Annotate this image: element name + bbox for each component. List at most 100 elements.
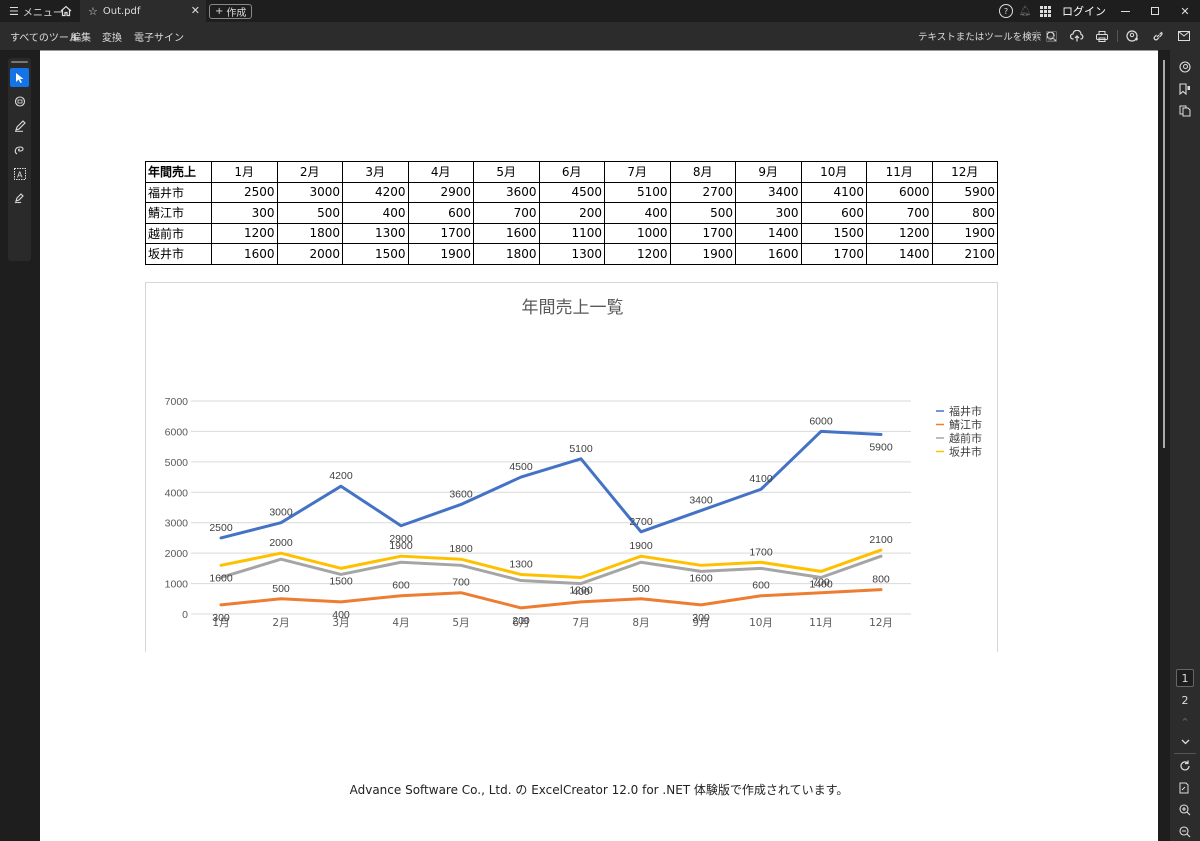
legend-label: 鯖江市 (949, 418, 982, 432)
data-label: 3000 (269, 507, 293, 519)
trial-watermark-text: Advance Software Co., Ltd. の ExcelCreato… (349, 783, 849, 797)
save-icon[interactable] (1044, 29, 1058, 43)
pages-icon[interactable] (1176, 102, 1194, 120)
y-tick-label: 2000 (165, 548, 189, 560)
share-user-icon[interactable] (1125, 29, 1139, 43)
login-button[interactable]: ログイン (1062, 5, 1106, 18)
next-page-icon[interactable] (1176, 733, 1194, 751)
bell-icon[interactable]: 🔔︎ (1018, 5, 1032, 17)
series-line-1 (219, 588, 883, 610)
table-cell: 300 (735, 202, 802, 224)
rotate-icon[interactable] (1176, 757, 1194, 775)
data-label: 2700 (629, 516, 653, 528)
zoom-out-icon[interactable] (1176, 823, 1194, 841)
divider (1036, 30, 1037, 42)
link-icon[interactable] (1151, 29, 1165, 43)
data-label: 1600 (209, 572, 233, 584)
hamburger-icon: ☰ (9, 4, 19, 18)
row-label: 福井市 (145, 181, 212, 203)
table-row: 鯖江市 300 500 400 600 700 200 400 500 300 … (145, 202, 998, 224)
cursor-arrow-icon (15, 72, 23, 83)
ai-assistant-icon[interactable] (1176, 58, 1194, 76)
table-cell: 1400 (735, 222, 802, 244)
page-number-current[interactable]: 1 (1176, 669, 1194, 687)
table-cell: 600 (800, 202, 867, 224)
table-cell: 5100 (604, 181, 671, 203)
minimize-icon[interactable] (1118, 4, 1132, 18)
table-cell: 1900 (669, 243, 736, 265)
series-line-0 (219, 429, 883, 540)
close-tab-icon[interactable]: ✕ (190, 4, 200, 17)
email-icon[interactable] (1177, 29, 1191, 43)
main-toolbar: すべてのツール 編集 変換 電子サイン テキストまたはツールを検索 (0, 22, 1200, 50)
series-line-3 (219, 548, 883, 579)
page-fit-icon[interactable] (1176, 779, 1194, 797)
table-cell: 2900 (407, 181, 474, 203)
window-close-icon[interactable]: ✕ (1180, 4, 1190, 18)
maximize-icon[interactable] (1148, 4, 1162, 18)
x-tick-label: 11月 (809, 617, 833, 629)
y-tick-label: 4000 (165, 487, 189, 499)
data-label: 800 (872, 574, 890, 586)
toolbar-item-convert[interactable]: 変換 (102, 32, 122, 44)
drag-handle[interactable] (11, 61, 28, 63)
table-cell: 1100 (538, 222, 605, 244)
tab-out-pdf[interactable]: ☆ Out.pdf ✕ (80, 0, 206, 22)
cloud-upload-icon[interactable] (1069, 29, 1085, 43)
help-icon[interactable]: ? (999, 4, 1013, 18)
table-cell: 200 (538, 202, 605, 224)
page-number-2[interactable]: 2 (1181, 693, 1189, 707)
table-cell: 1700 (800, 243, 867, 265)
table-cell: 1600 (211, 243, 278, 265)
highlight-tool[interactable] (10, 116, 29, 135)
row-label: 鯖江市 (145, 202, 212, 224)
table-cell: 400 (604, 202, 671, 224)
bookmark-icon[interactable] (1176, 80, 1194, 98)
data-label: 1300 (509, 558, 533, 570)
header-cell: 12月 (931, 161, 998, 183)
menu-button[interactable]: ☰ メニュー (9, 4, 63, 19)
home-button[interactable] (60, 0, 72, 22)
data-label: 1700 (749, 546, 773, 558)
table-cell: 300 (211, 202, 278, 224)
comment-tool[interactable] (10, 92, 29, 111)
table-cell: 2700 (669, 181, 736, 203)
table-cell: 1300 (538, 243, 605, 265)
data-label: 300 (212, 612, 230, 624)
print-icon[interactable] (1095, 29, 1109, 43)
legend-label: 坂井市 (949, 445, 982, 459)
scrollbar-thumb[interactable] (1163, 60, 1165, 448)
table-cell: 500 (276, 202, 343, 224)
toolbar-item-edit[interactable]: 編集 (71, 32, 91, 44)
toolbar-item-esign[interactable]: 電子サイン (134, 32, 184, 44)
select-tool[interactable] (10, 68, 29, 87)
x-tick-label: 7月 (572, 617, 589, 629)
create-button[interactable]: + 作成 (209, 4, 253, 19)
text-box-icon: A (13, 167, 26, 180)
toolbar-item-all-tools[interactable]: すべてのツール (10, 32, 79, 44)
data-label: 1900 (389, 540, 413, 552)
x-tick-label: 4月 (392, 617, 409, 629)
apps-grid-icon[interactable] (1038, 4, 1052, 18)
data-label: 500 (632, 583, 650, 595)
text-tool[interactable]: A (10, 164, 29, 183)
data-label: 1800 (449, 543, 473, 555)
zoom-in-icon[interactable] (1176, 801, 1194, 819)
header-cell: 7月 (604, 161, 671, 183)
table-header-row: 年間売上 1月 2月 3月 4月 5月 6月 7月 8月 9月 10月 11月 … (145, 161, 998, 183)
title-bar: ☰ メニュー ☆ Out.pdf ✕ + 作成 ? 🔔︎ ログイン ✕ (0, 0, 1200, 22)
divider (1174, 753, 1196, 754)
star-icon[interactable]: ☆ (88, 4, 98, 18)
table-cell: 800 (931, 202, 998, 224)
table-cell: 1500 (342, 243, 409, 265)
sign-tool[interactable] (10, 188, 29, 207)
previous-page-icon[interactable]: ⌃ (1180, 715, 1190, 729)
sales-table: 年間売上 1月 2月 3月 4月 5月 6月 7月 8月 9月 10月 11月 … (145, 161, 998, 265)
y-tick-label: 3000 (165, 518, 189, 530)
vertical-scrollbar[interactable] (1158, 50, 1170, 841)
legend-label: 福井市 (949, 404, 982, 418)
freehand-icon (14, 145, 24, 154)
table-cell: 3000 (276, 181, 343, 203)
table-cell: 400 (342, 202, 409, 224)
draw-tool[interactable] (10, 140, 29, 159)
